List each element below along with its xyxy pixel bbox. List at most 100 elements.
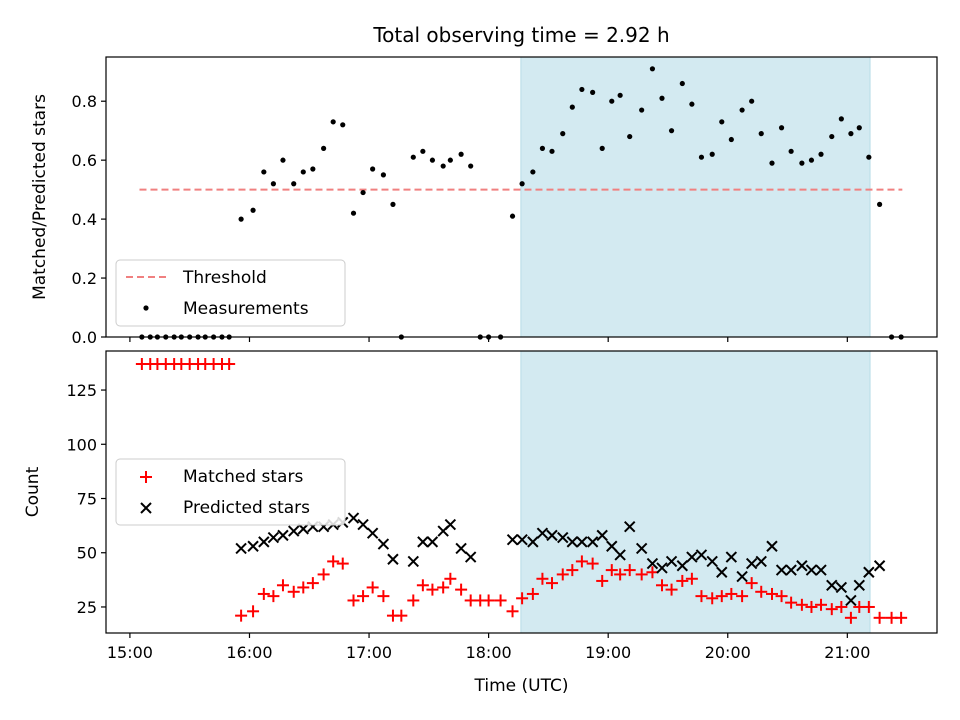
measurement-point bbox=[627, 133, 633, 140]
measurement-point bbox=[829, 133, 835, 140]
predicted-star-point bbox=[455, 542, 467, 555]
matched-star-point bbox=[566, 564, 579, 577]
predicted-star-point bbox=[745, 557, 758, 570]
matched-star-point bbox=[366, 581, 379, 594]
predicted-star-point bbox=[426, 536, 439, 548]
predicted-star-point bbox=[686, 551, 698, 563]
matched-star-point bbox=[765, 587, 778, 600]
legend-predicted-label: Predicted stars bbox=[183, 498, 310, 518]
matched-star-point bbox=[526, 587, 539, 600]
x-tick-label: 15:00 bbox=[107, 643, 153, 662]
matched-star-point bbox=[706, 592, 719, 605]
measurement-point bbox=[250, 207, 256, 213]
predicted-star-point bbox=[835, 581, 848, 594]
matched-star-point bbox=[725, 587, 738, 600]
matched-star-point bbox=[815, 598, 828, 611]
top-legend: Threshold Measurements bbox=[115, 259, 346, 327]
legend-measurements-label: Measurements bbox=[183, 299, 309, 319]
measurement-point bbox=[321, 145, 327, 151]
top-y-ticks: 0.0 0.2 0.4 0.6 0.8 bbox=[72, 92, 106, 347]
matched-star-point bbox=[357, 590, 370, 603]
measurement-point bbox=[639, 107, 645, 113]
measurement-point bbox=[778, 125, 785, 131]
matched-star-point bbox=[685, 572, 698, 585]
matched-star-point bbox=[426, 583, 439, 596]
measurement-point bbox=[799, 160, 805, 166]
measurement-point bbox=[270, 181, 276, 187]
observing-window-shade bbox=[520, 56, 871, 338]
matched-star-point bbox=[825, 603, 838, 616]
predicted-star-point bbox=[695, 549, 708, 561]
predicted-star-point bbox=[557, 531, 569, 544]
matched-star-point bbox=[347, 594, 360, 607]
matched-star-point bbox=[444, 572, 457, 585]
chart-title: Total observing time = 2.92 h bbox=[372, 23, 669, 47]
bottom-axes-frame bbox=[105, 350, 938, 634]
measurement-point bbox=[649, 66, 656, 72]
measurement-point bbox=[330, 119, 336, 125]
measurement-point bbox=[549, 148, 555, 154]
matched-star-point bbox=[276, 579, 289, 592]
y-tick-label: 125 bbox=[66, 381, 97, 400]
measurement-point bbox=[749, 98, 755, 104]
predicted-star-points bbox=[235, 512, 886, 607]
x-tick-label: 20:00 bbox=[705, 643, 751, 662]
predicted-star-point bbox=[258, 536, 270, 548]
matched-star-point bbox=[623, 564, 636, 577]
matched-star-point bbox=[835, 600, 848, 613]
predicted-star-point bbox=[516, 534, 528, 546]
matched-star-point bbox=[336, 557, 349, 570]
matched-star-point bbox=[862, 600, 875, 613]
measurement-point bbox=[579, 86, 585, 93]
measurement-point bbox=[447, 157, 453, 163]
y-tick-label: 75 bbox=[77, 490, 97, 509]
matched-star-point bbox=[235, 609, 248, 622]
matched-star-point bbox=[755, 585, 768, 598]
predicted-star-point bbox=[853, 579, 865, 591]
predicted-star-point bbox=[247, 540, 259, 552]
measurement-point bbox=[380, 172, 386, 178]
y-tick-label: 100 bbox=[66, 435, 97, 454]
measurement-point bbox=[530, 169, 536, 175]
matched-star-point bbox=[605, 564, 618, 577]
y-tick-label: 25 bbox=[77, 598, 97, 617]
measurement-point bbox=[818, 151, 824, 157]
predicted-star-point bbox=[665, 555, 678, 568]
predicted-star-point bbox=[506, 534, 519, 546]
predicted-star-point bbox=[297, 523, 309, 535]
bottom-x-ticks: 15:00 16:00 17:00 18:00 19:00 20:00 21:00 bbox=[107, 633, 870, 662]
legend-threshold-label: Threshold bbox=[182, 268, 267, 288]
y-tick-label: 0.2 bbox=[72, 269, 97, 288]
top-x-ticks bbox=[129, 337, 848, 342]
predicted-star-point bbox=[656, 562, 668, 574]
matched-star-point bbox=[596, 574, 609, 587]
measurement-point bbox=[410, 154, 416, 160]
predicted-star-point bbox=[775, 564, 788, 576]
matched-star-point bbox=[695, 590, 708, 603]
matched-star-point bbox=[257, 587, 270, 600]
predicted-star-point bbox=[766, 540, 778, 552]
matched-star-point bbox=[377, 590, 390, 603]
measurement-point bbox=[788, 148, 794, 154]
predicted-star-point bbox=[536, 527, 549, 539]
matched-star-point bbox=[416, 579, 429, 592]
matched-star-point bbox=[317, 568, 330, 581]
matched-star-point bbox=[736, 590, 749, 603]
measurement-point bbox=[569, 104, 575, 110]
predicted-star-point bbox=[606, 540, 618, 552]
measurement-point bbox=[659, 95, 665, 101]
measurement-point bbox=[261, 169, 267, 175]
matched-star-point bbox=[223, 358, 236, 371]
predicted-star-point bbox=[646, 557, 659, 570]
top-axes-frame bbox=[105, 56, 938, 338]
legend-predicted-swatch bbox=[140, 502, 152, 514]
predicted-star-point bbox=[725, 551, 738, 563]
predicted-star-point bbox=[614, 549, 626, 561]
predicted-star-point bbox=[796, 560, 808, 572]
predicted-star-point bbox=[277, 529, 289, 542]
matched-star-point bbox=[844, 611, 857, 624]
bottom-legend: Matched stars Predicted stars bbox=[115, 458, 346, 526]
measurement-point bbox=[848, 131, 854, 137]
matched-star-point bbox=[297, 581, 310, 594]
